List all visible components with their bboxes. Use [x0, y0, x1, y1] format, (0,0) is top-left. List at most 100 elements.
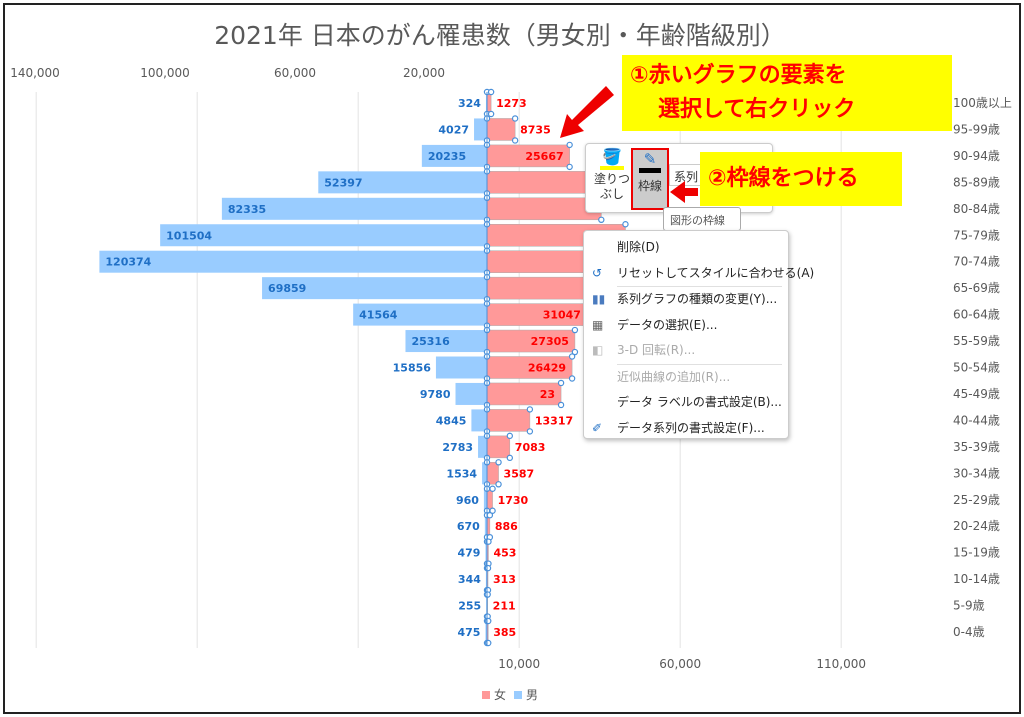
category-label: 85-89歳: [953, 175, 1000, 189]
selection-handle[interactable]: [598, 216, 605, 223]
bar-male[interactable]: [471, 409, 487, 432]
bar-female[interactable]: [486, 91, 492, 115]
bar-female[interactable]: [486, 488, 493, 511]
selection-handle[interactable]: [571, 326, 579, 334]
bar-female[interactable]: [486, 118, 516, 141]
selection-handle[interactable]: [489, 507, 496, 514]
selection-handle[interactable]: [511, 115, 519, 122]
selection-handle[interactable]: [526, 406, 534, 413]
category-label: 10-14歳: [953, 572, 1000, 586]
bar-male[interactable]: [405, 330, 487, 353]
legend-label-female: 女: [494, 688, 507, 702]
callout-step2: ②枠線をつける: [700, 152, 902, 206]
menu-item-select-data[interactable]: ▦ データの選択(E)...: [584, 313, 788, 339]
selection-handle[interactable]: [568, 375, 576, 382]
menu-item-change-chart-type[interactable]: ▮▮ 系列グラフの種類の変更(Y)...: [584, 287, 788, 313]
selection-handle[interactable]: [511, 137, 519, 144]
bar-female[interactable]: [486, 409, 531, 432]
selection-handle[interactable]: [485, 617, 492, 625]
data-label-male: 9780: [420, 388, 451, 401]
bar-male[interactable]: [318, 171, 487, 194]
menu-item-reset-style[interactable]: ↺ リセットしてスタイルに合わせる(A): [584, 261, 814, 287]
selection-handle[interactable]: [568, 353, 576, 360]
bar-chart-icon: ▮▮: [592, 292, 606, 306]
selection-handle[interactable]: [557, 401, 565, 409]
selection-handle[interactable]: [506, 454, 514, 462]
bar-male[interactable]: [482, 462, 487, 485]
category-label: 45-49歳: [953, 387, 1000, 401]
menu-item-format-data-series[interactable]: ✐ データ系列の書式設定(F)...: [584, 416, 788, 442]
bar-male[interactable]: [435, 356, 487, 379]
menu-item-3d-rotation: ◧ 3-D 回転(R)...: [584, 338, 788, 364]
fill-label: 塗りつ: [593, 172, 631, 186]
legend-swatch-female: [482, 690, 490, 699]
top-axis-tick: 100,000: [140, 66, 190, 80]
menu-item-delete[interactable]: 削除(D): [584, 235, 788, 261]
data-label-female: 1730: [498, 494, 529, 507]
selection-handle[interactable]: [571, 348, 579, 356]
bar-female[interactable]: [486, 435, 511, 459]
data-label-female: 1273: [496, 97, 527, 110]
bar-male[interactable]: [485, 568, 487, 591]
top-axis-tick: 140,000: [10, 66, 60, 80]
callout-step1: ①赤いグラフの要素を 選択して右クリック: [622, 55, 952, 131]
bar-male[interactable]: [99, 250, 487, 273]
bar-male[interactable]: [485, 92, 487, 114]
selection-handle[interactable]: [484, 564, 492, 572]
data-label-male: 475: [458, 626, 481, 639]
category-label: 60-64歳: [953, 308, 1000, 322]
selection-handle[interactable]: [506, 432, 514, 440]
selection-handle[interactable]: [485, 639, 492, 647]
fill-button[interactable]: 🪣 塗りつ ぶし: [592, 148, 632, 210]
bar-male[interactable]: [421, 144, 487, 167]
top-axis-tick: 20,000: [403, 66, 445, 80]
data-label-female: 211: [493, 600, 516, 613]
selection-handle[interactable]: [622, 221, 629, 228]
selection-handle[interactable]: [489, 485, 496, 492]
category-label: 65-69歳: [953, 281, 1000, 295]
menu-label: データの選択(E)...: [617, 317, 718, 332]
data-label-male: 255: [458, 600, 481, 613]
selection-handle[interactable]: [566, 141, 573, 149]
menu-label: 系列グラフの種類の変更(Y)...: [617, 292, 778, 306]
bar-male[interactable]: [483, 488, 487, 511]
menu-item-format-data-labels[interactable]: データ ラベルの書式設定(B)...: [584, 390, 788, 416]
category-label: 30-34歳: [953, 466, 1000, 480]
category-label: 20-24歳: [953, 519, 1000, 533]
bar-male[interactable]: [160, 224, 488, 247]
data-label-male: 120374: [105, 256, 151, 269]
category-label: 25-29歳: [953, 493, 1000, 507]
outline-button[interactable]: ✎ 枠線: [631, 148, 669, 210]
category-label: 95-99歳: [953, 122, 1000, 136]
image-frame: [3, 3, 1021, 714]
selection-handle[interactable]: [484, 591, 491, 598]
format-series-icon: ✐: [592, 420, 603, 435]
bar-male[interactable]: [221, 197, 488, 220]
category-label: 90-94歳: [953, 149, 1000, 163]
bar-male[interactable]: [455, 382, 487, 405]
bottom-axis-tick: 60,000: [659, 657, 701, 671]
category-label: 15-19歳: [953, 546, 1000, 560]
menu-label: データ系列の書式設定(F)...: [617, 420, 765, 435]
cube-icon: ◧: [592, 343, 604, 357]
bar-male[interactable]: [485, 541, 487, 564]
selection-handle[interactable]: [566, 163, 573, 171]
selection-handle[interactable]: [487, 88, 495, 96]
bar-male[interactable]: [353, 303, 487, 326]
bar-male[interactable]: [478, 435, 487, 458]
callout-step1-line2: 選択して右クリック: [658, 97, 856, 122]
selection-handle[interactable]: [526, 428, 534, 435]
selection-handle[interactable]: [495, 459, 502, 466]
bar-female[interactable]: [486, 462, 499, 485]
selection-handle[interactable]: [557, 379, 565, 387]
bar-male[interactable]: [262, 277, 487, 300]
data-label-male: 4027: [438, 123, 469, 136]
bar-male[interactable]: [474, 118, 487, 141]
data-label-female: 313: [493, 573, 516, 586]
bar-male[interactable]: [484, 515, 487, 538]
bar-male[interactable]: [485, 621, 487, 643]
selection-handle[interactable]: [495, 481, 502, 488]
selection-handle[interactable]: [487, 110, 495, 118]
selection-handle[interactable]: [486, 512, 494, 519]
